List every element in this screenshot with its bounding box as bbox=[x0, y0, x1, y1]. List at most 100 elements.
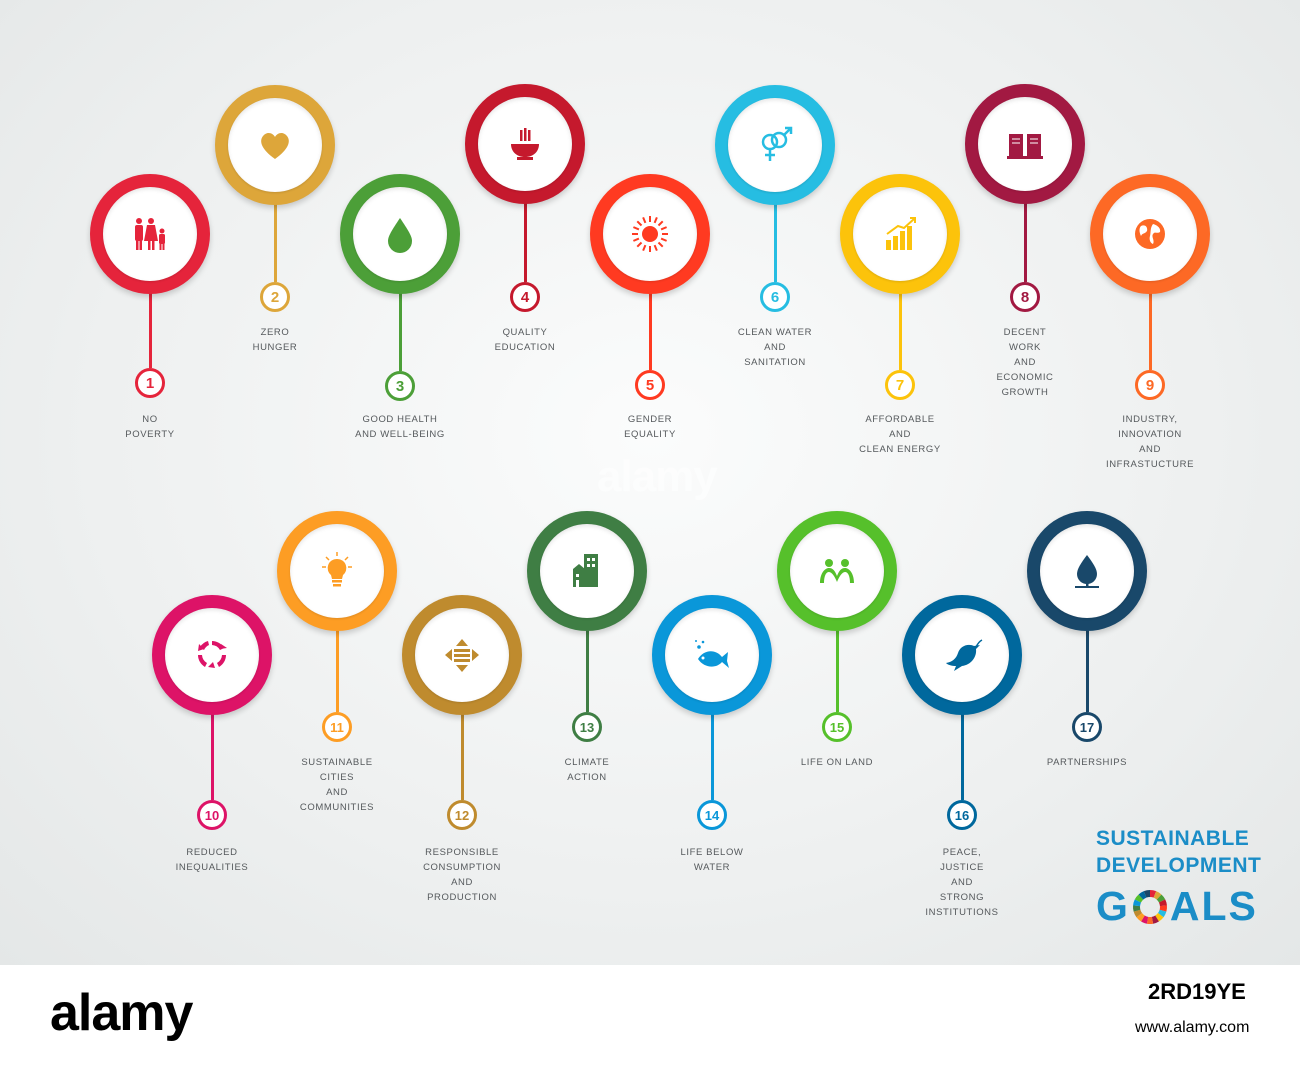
sdg-logo: SUSTAINABLE DEVELOPMENT G ALS bbox=[1096, 825, 1266, 930]
footer-bar: alamy 2RD19YE www.alamy.com bbox=[0, 965, 1300, 1065]
tree-icon bbox=[1075, 555, 1099, 588]
goal-number-badge: 13 bbox=[572, 712, 602, 742]
footer-url: www.alamy.com bbox=[1135, 1019, 1250, 1036]
goal-icon-disc bbox=[603, 187, 697, 281]
goal-connector bbox=[148, 292, 152, 368]
goal-label: GOOD HEALTH AND WELL-BEING bbox=[355, 414, 445, 440]
goal-icon-disc bbox=[728, 98, 822, 192]
goal-icon-disc bbox=[290, 524, 384, 618]
goal-label: RESPONSIBLE CONSUMPTION AND PRODUCTION bbox=[423, 847, 501, 903]
goal-ring bbox=[840, 174, 960, 294]
goal-number-badge: 4 bbox=[510, 282, 540, 312]
goal-connector bbox=[273, 203, 277, 282]
goal-label: SUSTAINABLE CITIES AND COMMUNITIES bbox=[299, 757, 375, 813]
lightbulb-icon bbox=[322, 552, 352, 587]
bowl-icon bbox=[511, 128, 539, 160]
goal-icon-disc bbox=[915, 608, 1009, 702]
goal-number-badge: 1 bbox=[135, 368, 165, 398]
goal-connector bbox=[585, 629, 589, 712]
gender-icon bbox=[761, 126, 793, 161]
goal-connector bbox=[1148, 292, 1152, 370]
goal-label: INDUSTRY, INNOVATION AND INFRASTUCTURE bbox=[1105, 414, 1195, 470]
goal-number-badge: 5 bbox=[635, 370, 665, 400]
logo-line-2: DEVELOPMENT bbox=[1096, 854, 1262, 877]
logo-line-3: G ALS bbox=[1096, 883, 1266, 930]
growth-chart-icon bbox=[886, 217, 916, 250]
logo-letters-als: ALS bbox=[1169, 883, 1258, 929]
goal-label: LIFE ON LAND bbox=[800, 757, 874, 768]
goal-connector bbox=[1023, 202, 1027, 282]
goal-ring bbox=[402, 595, 522, 715]
fish-icon bbox=[695, 640, 729, 668]
goal-connector bbox=[335, 629, 339, 712]
goal-icon-disc bbox=[478, 97, 572, 191]
goal-label: QUALITY EDUCATION bbox=[494, 327, 556, 353]
footer-brand: alamy bbox=[50, 984, 193, 1042]
goal-ring bbox=[90, 174, 210, 294]
water-drop-icon bbox=[388, 218, 412, 253]
goal-label: LIFE BELOW WATER bbox=[680, 847, 744, 873]
goal-icon-disc bbox=[790, 524, 884, 618]
goal-number-badge: 15 bbox=[822, 712, 852, 742]
goal-connector bbox=[960, 713, 964, 800]
goal-icon-disc bbox=[1040, 524, 1134, 618]
goal-icon-disc bbox=[228, 98, 322, 192]
goal-icon-disc bbox=[1103, 187, 1197, 281]
sdg-wheel-icon bbox=[1132, 889, 1167, 924]
goal-ring bbox=[965, 84, 1085, 204]
goal-ring bbox=[777, 511, 897, 631]
goal-number-badge: 2 bbox=[260, 282, 290, 312]
goal-icon-disc bbox=[165, 608, 259, 702]
goal-connector bbox=[460, 713, 464, 800]
family-icon bbox=[135, 218, 165, 250]
goal-label: CLIMATE ACTION bbox=[564, 757, 610, 783]
goal-ring bbox=[465, 84, 585, 204]
goal-connector bbox=[898, 292, 902, 370]
goal-connector bbox=[398, 292, 402, 371]
goal-icon-disc bbox=[978, 97, 1072, 191]
goal-number-badge: 7 bbox=[885, 370, 915, 400]
goal-label: AFFORDABLE AND CLEAN ENERGY bbox=[859, 414, 941, 455]
goal-icon-disc bbox=[103, 187, 197, 281]
logo-line-1: SUSTAINABLE bbox=[1096, 827, 1250, 850]
goal-number-badge: 6 bbox=[760, 282, 790, 312]
goal-label: NO POVERTY bbox=[125, 414, 175, 440]
goal-number-badge: 11 bbox=[322, 712, 352, 742]
goal-number-badge: 10 bbox=[197, 800, 227, 830]
goal-ring bbox=[152, 595, 272, 715]
goal-connector bbox=[835, 629, 839, 712]
heart-icon bbox=[261, 133, 289, 159]
book-icon bbox=[1007, 134, 1043, 159]
goal-icon-disc bbox=[353, 187, 447, 281]
goal-connector bbox=[523, 202, 527, 282]
goal-ring bbox=[652, 595, 772, 715]
people-icon bbox=[820, 559, 854, 583]
goal-label: REDUCED INEQUALITIES bbox=[175, 847, 249, 873]
goal-number-badge: 3 bbox=[385, 371, 415, 401]
goal-ring bbox=[215, 85, 335, 205]
goal-connector bbox=[210, 713, 214, 800]
globe-icon bbox=[1135, 219, 1165, 249]
goal-ring bbox=[590, 174, 710, 294]
goal-ring bbox=[715, 85, 835, 205]
recycle-icon bbox=[198, 641, 227, 668]
goal-ring bbox=[902, 595, 1022, 715]
goal-number-badge: 17 bbox=[1072, 712, 1102, 742]
goal-icon-disc bbox=[540, 524, 634, 618]
infographic-canvas: alamy 1 NO POVERTY 2 ZERO HUNGER 3 GOOD HEALT… bbox=[0, 0, 1300, 965]
goal-label: CLEAN WATER AND SANITATION bbox=[737, 327, 813, 368]
goal-label: GENDER EQUALITY bbox=[624, 414, 676, 440]
arrows-icon bbox=[445, 639, 479, 672]
goal-connector bbox=[1085, 629, 1089, 712]
goal-ring bbox=[340, 174, 460, 294]
goal-icon-disc bbox=[415, 608, 509, 702]
goal-label: ZERO HUNGER bbox=[252, 327, 298, 353]
goal-ring bbox=[277, 511, 397, 631]
goal-number-badge: 12 bbox=[447, 800, 477, 830]
goal-label: PARTNERSHIPS bbox=[1046, 757, 1128, 768]
goal-icon-disc bbox=[665, 608, 759, 702]
buildings-icon bbox=[573, 554, 598, 587]
goal-number-badge: 8 bbox=[1010, 282, 1040, 312]
goal-number-badge: 9 bbox=[1135, 370, 1165, 400]
goal-number-badge: 14 bbox=[697, 800, 727, 830]
